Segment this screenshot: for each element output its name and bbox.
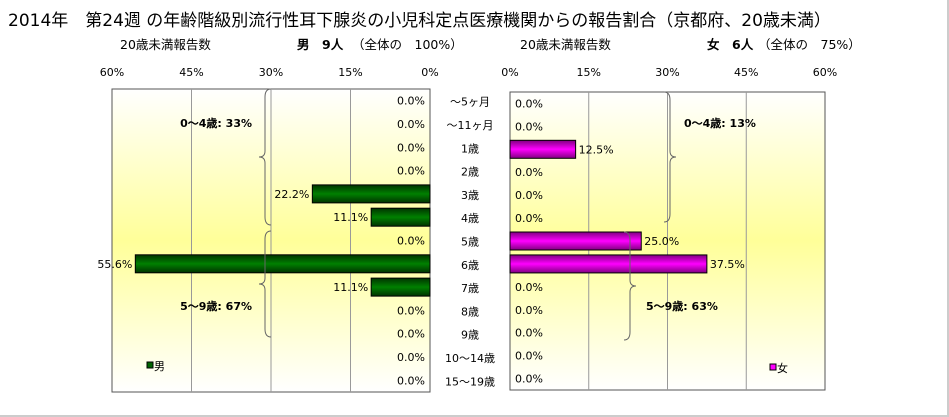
male-data-label: 0.0% (397, 235, 425, 248)
category-label: 3歳 (461, 189, 479, 202)
male-brace-0-4 (258, 88, 272, 226)
male-tick-label: 30% (259, 66, 283, 79)
male-data-label: 0.0% (397, 141, 425, 154)
female-data-label: 0.0% (515, 350, 543, 363)
female-annotation-0-4: 0～4歳: 13% (684, 116, 756, 130)
female-data-label: 0.0% (515, 304, 543, 317)
category-label: ～11ヶ月 (447, 119, 494, 132)
female-count: 女 6人 (707, 37, 754, 52)
female-data-label: 0.0% (515, 327, 543, 340)
female-data-label: 25.0% (644, 235, 679, 248)
female-tick-label: 0% (501, 66, 518, 79)
male-data-label: 0.0% (397, 304, 425, 317)
male-count-label: 20歳未満報告数 (120, 37, 211, 52)
category-label: 7歳 (461, 282, 479, 295)
female-bar (509, 231, 642, 251)
female-data-label: 0.0% (515, 373, 543, 386)
male-bar (311, 184, 431, 204)
female-annotation-5-9: 5～9歳: 63% (646, 299, 718, 313)
female-data-label: 37.5% (710, 258, 745, 271)
male-tick-label: 15% (338, 66, 362, 79)
female-tick-label: 45% (734, 66, 758, 79)
female-brace-5-9 (623, 231, 637, 341)
male-data-label: 0.0% (397, 165, 425, 178)
male-data-label: 0.0% (397, 351, 425, 364)
category-label: 6歳 (461, 259, 479, 272)
category-label: 8歳 (461, 305, 479, 318)
female-tick-label: 60% (813, 66, 837, 79)
male-data-label: 11.1% (333, 281, 368, 294)
female-data-label: 0.0% (515, 281, 543, 294)
male-count: 男 9人 (297, 37, 344, 52)
male-annotation-0-4: 0～4歳: 33% (180, 116, 252, 130)
male-data-label: 0.0% (397, 374, 425, 387)
female-data-label: 12.5% (579, 143, 614, 156)
male-brace-5-9 (258, 230, 272, 338)
male-legend-label: 男 (154, 360, 165, 373)
male-tick-label: 45% (179, 66, 203, 79)
male-bar (370, 207, 431, 227)
male-annotation-5-9: 5～9歳: 67% (180, 299, 252, 313)
category-label: 15～19歳 (445, 375, 495, 388)
female-legend-label: 女 (777, 361, 788, 375)
category-label: 4歳 (461, 212, 479, 225)
male-data-label: 0.0% (397, 118, 425, 131)
female-bar (509, 139, 577, 159)
male-data-label: 55.6% (97, 258, 132, 271)
female-brace-0-4 (663, 91, 677, 223)
male-bar (134, 254, 431, 274)
male-data-label: 0.0% (397, 328, 425, 341)
category-label: 9歳 (461, 329, 479, 342)
male-data-label: 22.2% (274, 188, 309, 201)
category-label: 1歳 (461, 142, 479, 155)
female-data-label: 0.0% (515, 212, 543, 225)
female-data-label: 0.0% (515, 120, 543, 133)
category-label: 10～14歳 (445, 352, 495, 365)
male-data-label: 11.1% (333, 211, 368, 224)
female-data-label: 0.0% (515, 166, 543, 179)
female-tick-label: 30% (655, 66, 679, 79)
female-tick-label: 15% (577, 66, 601, 79)
category-label: 5歳 (461, 236, 479, 249)
male-data-label: 0.0% (397, 95, 425, 108)
female-count-label: 20歳未満報告数 (520, 37, 611, 52)
male-tick-label: 0% (421, 66, 438, 79)
male-share: （全体の 100%） (352, 37, 463, 52)
category-label: 2歳 (461, 166, 479, 179)
chart-title: 2014年 第24週 の年齢階級別流行性耳下腺炎の小児科定点医療機関からの報告割… (8, 11, 831, 31)
category-label: ～5ヶ月 (450, 96, 490, 109)
female-bar (509, 254, 708, 274)
female-share: （全体の 75%） (758, 37, 861, 52)
female-data-label: 0.0% (515, 189, 543, 202)
male-legend-swatch (146, 361, 154, 369)
female-legend-swatch (769, 363, 777, 371)
male-bar (370, 277, 431, 297)
female-data-label: 0.0% (515, 97, 543, 110)
male-tick-label: 60% (100, 66, 124, 79)
